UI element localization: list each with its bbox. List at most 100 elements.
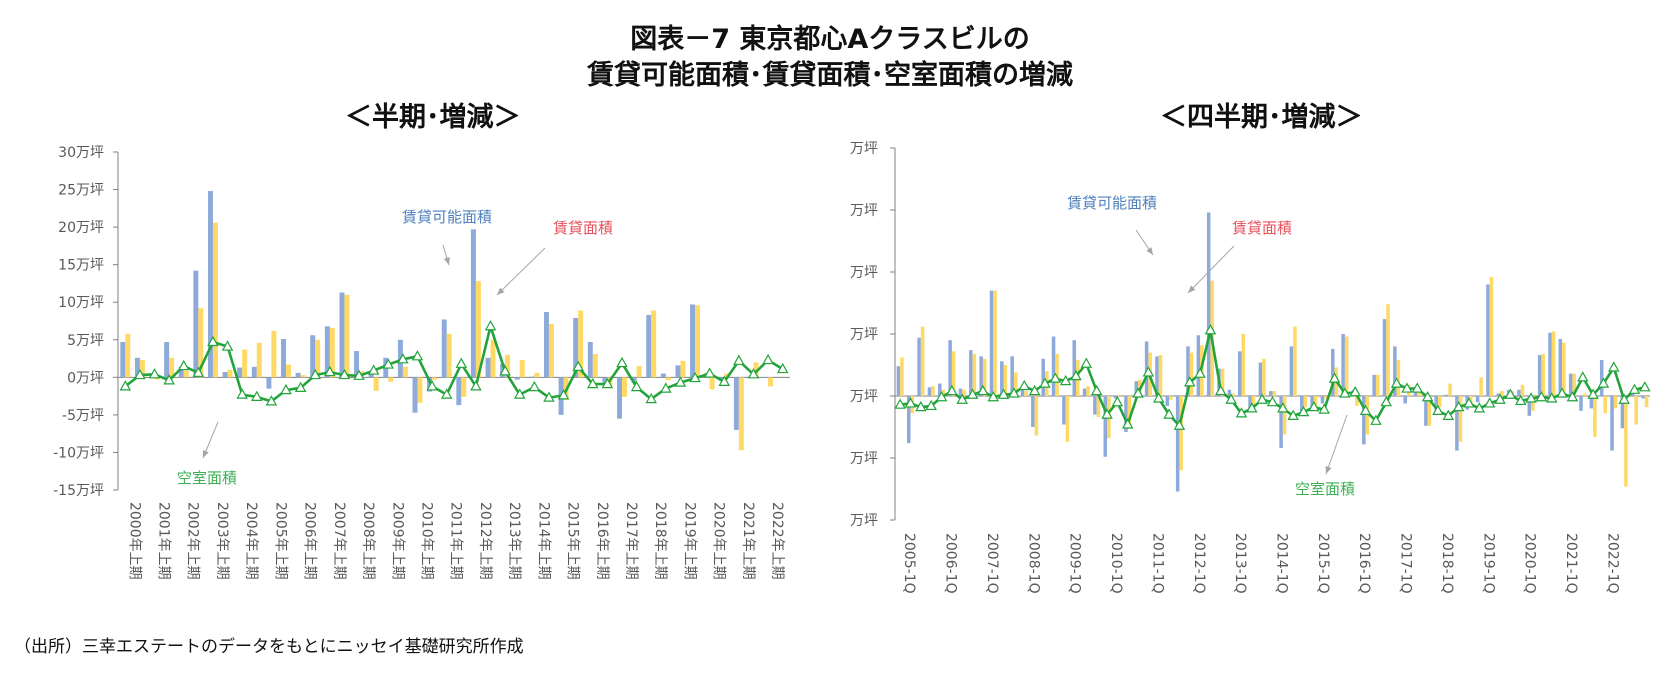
bar-rentable [573,317,579,378]
vacant-marker [324,365,336,377]
x-tick-label: 2008-1Q [1025,533,1041,594]
vacant-marker [630,380,643,392]
x-tick-label: 2019-1Q [1480,533,1496,594]
vacant-marker [1121,418,1134,429]
bar-leased [329,327,335,378]
vacant-marker [572,360,584,371]
x-tick-label: 2007年上期 [331,502,347,580]
bar-group [896,212,1649,492]
vacant-marker [1597,377,1610,388]
bar-leased [432,377,438,380]
bar-leased [1448,383,1452,396]
x-tick-label: 2015年上期 [565,502,581,580]
bar-rentable [1144,341,1149,396]
bar-rentable [1455,396,1459,451]
y-tick-label: 15万坪 [58,258,104,274]
bar-rentable [1248,396,1252,409]
bar-rentable [958,388,963,396]
vacant-marker [645,392,657,404]
x-tick-label: 2015-1Q [1315,533,1331,594]
bar-leased [1572,373,1576,396]
x-tick-label: 2010年上期 [418,502,434,580]
bar-rentable [1072,340,1076,396]
bar-leased [198,308,204,378]
bar-rentable [456,377,462,406]
vacant-marker [1421,391,1434,402]
annotation-vacant: 空室面積 [177,469,237,487]
bar-rentable [1382,319,1387,396]
y-tick-label: 30万坪 [58,145,104,161]
bar-leased [139,360,145,378]
bar-rentable [412,377,418,413]
bar-rentable [1206,212,1211,396]
vacant-marker [1059,374,1072,386]
vacant-marker [956,393,968,404]
bar-leased [1282,396,1287,435]
figure-title: 図表－7 東京都心Aクラスビルの 賃貸可能面積･賃貸面積･空室面積の増減 [0,22,1660,94]
y-tick-label: 5万坪 [850,327,878,343]
bar-rentable [1589,396,1594,409]
y-tick-label: 20万坪 [850,141,878,157]
bar-rentable [1103,396,1108,457]
bar-rentable [1051,336,1056,396]
bar-leased [286,364,291,378]
vacant-marker [1380,395,1393,407]
bar-leased [1520,384,1525,396]
bar-rentable [1320,396,1325,404]
bar-rentable [906,396,911,444]
bar-leased [993,290,997,396]
x-tick-label: 2014年上期 [535,502,551,580]
bar-leased [636,366,642,378]
bar-leased [1303,396,1308,408]
bar-leased [1500,391,1504,396]
x-tick-label: 2011-1Q [1149,533,1165,594]
vacant-marker [1608,361,1620,372]
bar-rentable [514,377,520,380]
bar-leased [1055,353,1059,396]
bar-leased [534,372,540,378]
bar-rentable [763,377,769,379]
bar-leased [417,377,423,403]
bar-rentable [207,191,213,378]
bar-leased [680,360,686,378]
bar-leased [982,358,987,396]
vacant-marker [1235,407,1248,418]
bar-leased [315,339,321,378]
bar-rentable [690,304,696,378]
vacant-marker [1618,393,1630,404]
vacant-marker [1008,387,1020,398]
vacant-marker [966,388,979,399]
x-tick-label: 2003年上期 [214,502,230,580]
bar-leased [1169,396,1173,400]
bar-rentable [896,366,901,396]
vacant-marker [470,380,482,391]
bar-rentable [1341,334,1345,396]
vacant-marker [411,350,424,361]
bar-group [120,191,774,451]
bar-leased [1396,360,1401,396]
bar-leased [578,310,584,378]
bar-leased [373,377,379,391]
bar-rentable [1496,393,1501,396]
bar-leased [1096,396,1101,418]
vacant-marker [1390,377,1403,388]
bar-leased [1241,334,1245,396]
annotation-arrowhead [1325,466,1332,474]
y-tick-label: 15万坪 [850,203,878,219]
bar-leased [1593,396,1597,437]
x-tick-label: 2019年上期 [681,502,697,580]
vacant-marker [309,368,321,380]
bar-rentable [1610,396,1614,451]
bar-rentable [134,357,140,378]
bar-leased [753,362,759,378]
vacant-marker [660,382,672,393]
vacant-marker [1463,397,1475,408]
bar-rentable [1310,396,1314,409]
bar-rentable [1558,338,1563,396]
vacant-marker [1587,388,1599,399]
y-tick-label: 10万坪 [58,295,104,311]
vacant-marker [1308,400,1320,412]
bar-leased [1179,396,1183,471]
vacant-marker [747,368,760,379]
bar-rentable [1000,361,1004,396]
